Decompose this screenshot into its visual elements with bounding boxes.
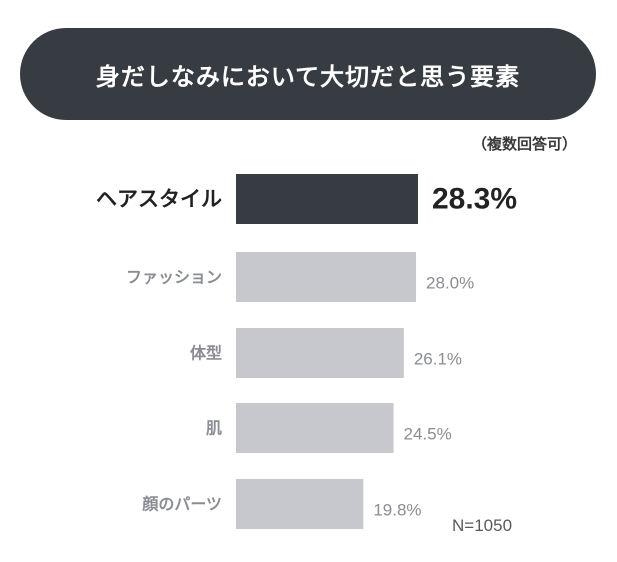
- category-label-4: 肌: [206, 419, 222, 438]
- bar-4: [236, 403, 394, 453]
- title-banner: 身だしなみにおいて大切だと思う要素: [20, 28, 596, 120]
- value-label-5: 19.8%: [373, 501, 421, 520]
- bar-2: [236, 252, 417, 302]
- chart-title: 身だしなみにおいて大切だと思う要素: [95, 62, 521, 91]
- value-label-1: 28.3%: [432, 183, 517, 216]
- value-label-2: 28.0%: [426, 274, 474, 293]
- sample-size-label: N=1050: [452, 516, 513, 535]
- value-label-4: 24.5%: [404, 425, 452, 444]
- value-label-3: 26.1%: [414, 350, 462, 369]
- bar-5: [236, 479, 364, 529]
- bar-3: [236, 328, 404, 378]
- bar-1: [236, 174, 418, 224]
- category-label-3: 体型: [190, 344, 222, 363]
- category-label-2: ファッション: [126, 268, 222, 287]
- category-label-1: ヘアスタイル: [96, 187, 222, 211]
- category-label-5: 顔のパーツ: [141, 495, 222, 514]
- multiple-answer-note: （複数回答可）: [471, 135, 577, 153]
